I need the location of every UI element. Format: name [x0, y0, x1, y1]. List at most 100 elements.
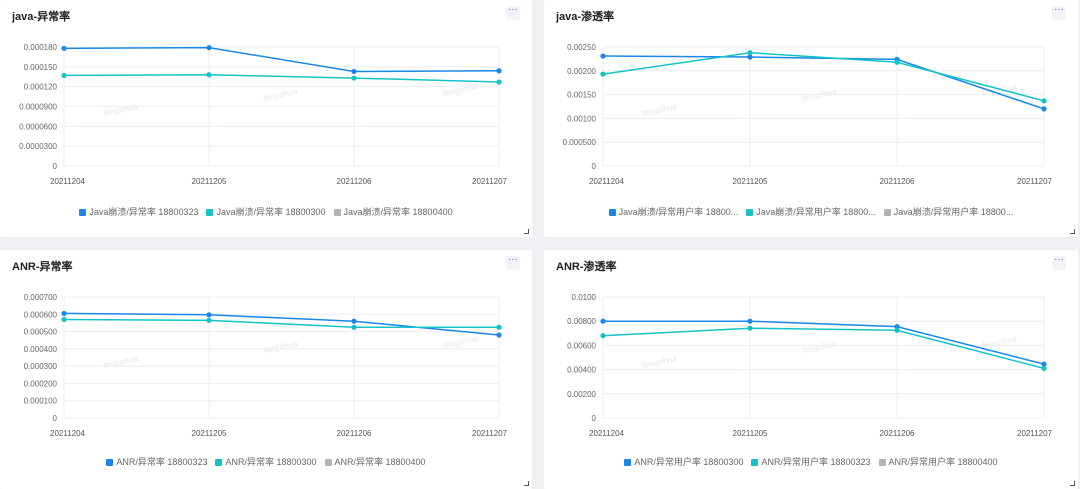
chart-panel: ANR-异常率 ··· fengzihua fengzihua fengzihua 0…: [0, 250, 532, 489]
legend-item[interactable]: Java崩溃/异常率 18800323: [79, 205, 198, 218]
legend-label: Java崩溃/异常用户率 18800...: [756, 207, 876, 217]
legend-label: Java崩溃/异常率 18800300: [216, 207, 326, 217]
watermark-text: fengzihua: [103, 102, 139, 118]
legend-label: ANR/异常用户率 18800323: [761, 457, 871, 467]
series-line: [602, 51, 1045, 102]
data-point: [351, 75, 357, 81]
legend-label: ANR/异常率 18800300: [225, 457, 317, 467]
data-point: [1041, 361, 1047, 367]
data-point: [600, 318, 606, 324]
data-point: [61, 72, 67, 79]
legend-swatch-icon: [746, 209, 754, 216]
data-point: [61, 316, 67, 323]
y-tick-label: 0.000300: [24, 362, 58, 371]
legend-item[interactable]: Java崩溃/异常用户率 18800...: [608, 205, 739, 218]
watermark-text: fengzihua: [263, 87, 299, 103]
legend-item[interactable]: Java崩溃/异常率 18800400: [333, 205, 453, 218]
watermark-text: fengzihua: [802, 339, 838, 355]
legend-label: ANR/异常率 18800323: [116, 457, 208, 467]
y-tick-label: 0.000200: [24, 379, 58, 388]
data-point: [894, 324, 900, 330]
y-tick-label: 0.00800: [567, 317, 596, 326]
data-point: [206, 312, 212, 318]
legend-swatch-icon: [324, 459, 332, 466]
legend-swatch-icon: [215, 459, 223, 466]
series-line: [63, 318, 499, 328]
chart-title: ANR-异常率: [12, 261, 73, 273]
x-tick-label: 20211207: [472, 429, 508, 438]
legend-item[interactable]: ANR/异常率 18800300: [215, 455, 317, 468]
legend-item[interactable]: ANR/异常率 18800323: [106, 455, 207, 468]
watermark-text: fengzihua: [103, 354, 139, 370]
data-point: [1041, 106, 1047, 112]
y-tick-label: 0.0000600: [19, 122, 57, 131]
data-point: [351, 68, 357, 75]
legend-swatch-icon: [608, 209, 616, 216]
series-line: [63, 74, 500, 83]
legend-swatch-icon: [79, 209, 87, 216]
chart-title: ANR-渗透率: [556, 261, 617, 273]
legend-swatch-icon: [206, 209, 214, 216]
data-point: [496, 324, 502, 330]
more-options-button[interactable]: ···: [506, 255, 520, 270]
legend: Java崩溃/异常率 18800323 Java崩溃/异常率 18800300 Ja…: [0, 205, 532, 218]
series-line: [63, 312, 500, 336]
chart-title: java-异常率: [12, 11, 71, 23]
data-point: [1041, 98, 1047, 104]
data-point: [351, 324, 357, 330]
y-tick-label: 0.0000900: [19, 103, 57, 112]
y-tick-label: 0.000500: [563, 138, 597, 147]
series-line: [603, 320, 1045, 365]
y-tick-label: 0.000150: [24, 63, 58, 72]
legend-label: Java崩溃/异常用户率 18800...: [893, 207, 1014, 217]
resize-handle[interactable]: [1070, 481, 1075, 486]
legend-item[interactable]: ANR/异常用户率 18800400: [878, 455, 998, 468]
legend-swatch-icon: [883, 209, 891, 216]
legend-item[interactable]: Java崩溃/异常用户率 18800...: [746, 205, 876, 218]
more-options-button[interactable]: ···: [1052, 255, 1066, 270]
legend-item[interactable]: ANR/异常率 18800400: [324, 455, 426, 468]
x-tick-label: 20211206: [880, 177, 916, 186]
legend-swatch-icon: [333, 209, 341, 216]
legend-item[interactable]: ANR/异常用户率 18800300: [624, 455, 743, 468]
data-point: [747, 50, 753, 56]
x-tick-label: 20211206: [880, 429, 916, 438]
chart-panel: java-渗透率 ··· fengzihua fengzihua fengzihua…: [544, 0, 1078, 237]
more-options-button[interactable]: ···: [506, 5, 520, 20]
x-tick-label: 20211207: [472, 177, 508, 186]
resize-handle[interactable]: [524, 481, 529, 486]
more-options-button[interactable]: ···: [1052, 5, 1066, 20]
series-line: [602, 327, 1045, 370]
y-tick-label: 0.00200: [567, 390, 596, 399]
y-tick-label: 0.00600: [567, 341, 596, 350]
y-tick-label: 0.000700: [24, 293, 58, 302]
legend-item[interactable]: Java崩溃/异常用户率 18800...: [883, 205, 1014, 218]
data-point: [600, 53, 606, 59]
data-point: [206, 45, 212, 51]
legend: ANR/异常用户率 18800300 ANR/异常用户率 18800323 ANR/…: [544, 455, 1078, 468]
legend-item[interactable]: ANR/异常用户率 18800323: [751, 455, 871, 468]
data-point: [61, 45, 67, 51]
x-tick-label: 20211206: [337, 429, 373, 438]
x-tick-label: 20211205: [192, 429, 228, 438]
x-tick-label: 20211204: [50, 429, 86, 438]
data-point: [206, 72, 212, 78]
y-tick-label: 0.00250: [567, 43, 596, 52]
data-point: [206, 317, 212, 323]
legend-label: Java崩溃/异常用户率 18800...: [618, 207, 739, 217]
watermark-text: fengzihua: [443, 82, 479, 98]
resize-handle[interactable]: [1070, 229, 1075, 234]
y-tick-label: 0.000120: [24, 83, 58, 92]
chart-panel: java-异常率 ··· fengzihua fengzihua fengzihua…: [0, 0, 532, 237]
data-point: [600, 71, 606, 77]
data-point: [600, 333, 606, 339]
resize-handle[interactable]: [524, 229, 529, 234]
x-tick-label: 20211205: [733, 429, 769, 438]
data-point: [894, 327, 900, 333]
y-tick-label: 0.0000300: [19, 142, 57, 151]
y-tick-label: 0.000100: [24, 397, 58, 406]
watermark-text: fengzihua: [263, 339, 299, 355]
legend-item[interactable]: Java崩溃/异常率 18800300: [206, 205, 326, 218]
x-tick-label: 20211206: [337, 177, 373, 186]
data-point: [496, 68, 502, 74]
